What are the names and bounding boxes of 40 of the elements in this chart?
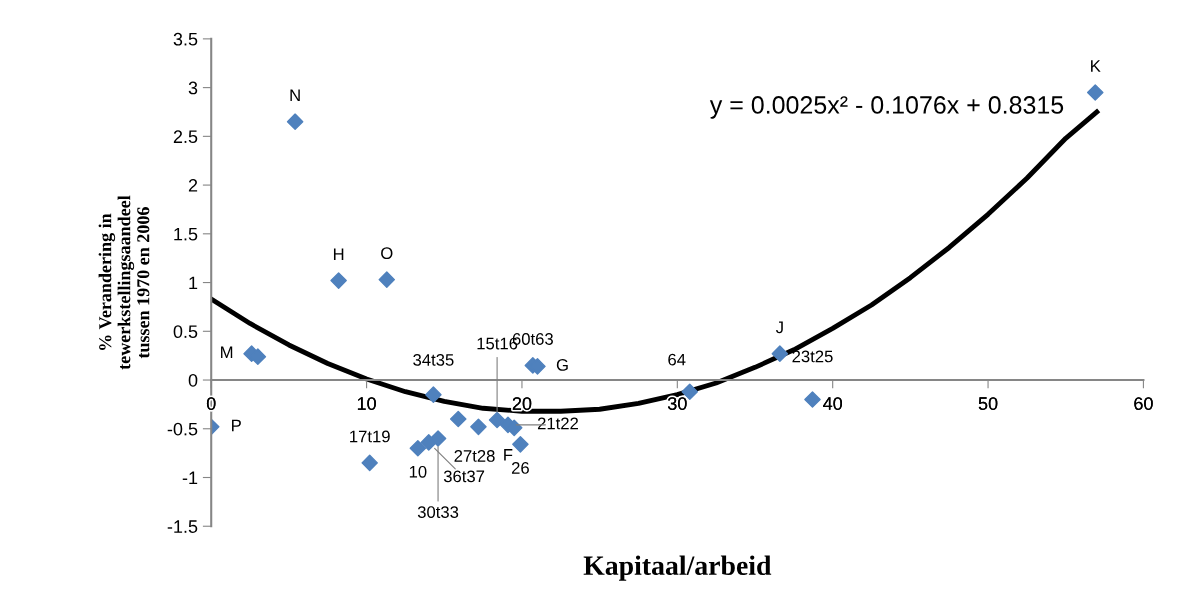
y-tick-label: 1 <box>189 276 198 290</box>
annotation: 23t25 <box>792 350 833 363</box>
annotation: 27t28 <box>454 450 495 462</box>
annotation: 34t35 <box>413 353 454 366</box>
x-tick-label: 30 <box>667 397 687 410</box>
y-tick-label: 1.5 <box>174 227 198 241</box>
annotation: G <box>556 359 568 371</box>
x-tick-label: 60 <box>1134 397 1153 410</box>
y-tick-label: -1 <box>182 471 198 485</box>
annotation: y = 0.0025x² - 0.1076x + 0.8315 <box>709 96 1064 119</box>
annotation: 64 <box>668 353 686 366</box>
annotation: O <box>381 247 393 260</box>
annotation: P <box>232 419 241 432</box>
annotation: 36t37 <box>443 470 485 483</box>
y-tick-label: 0.5 <box>173 325 198 339</box>
x-tick-label: 10 <box>357 397 376 410</box>
y-tick-label: -1.5 <box>167 520 198 533</box>
x-tick-label: 40 <box>823 397 843 410</box>
annotation: K <box>1091 60 1101 72</box>
annotation: 30t33 <box>417 506 459 518</box>
annotation: 17t19 <box>350 430 390 443</box>
annotation: 26 <box>511 462 529 474</box>
annotation: 10 <box>409 465 427 478</box>
y-tick-label: 2 <box>188 179 198 192</box>
x-tick-label: 20 <box>512 397 532 410</box>
y-tick-label: -0.5 <box>167 422 198 436</box>
x-tick-label: 0 <box>206 397 216 410</box>
annotation: H <box>333 248 344 260</box>
annotation: 21t22 <box>537 417 578 430</box>
y-tick-label: 3 <box>188 81 198 95</box>
annotation: N <box>290 89 300 102</box>
y-tick-label: 2.5 <box>173 130 198 144</box>
y-axis-title: % Verandering in tewerkstellingsaandeel tussen 1970 en 2006 <box>98 195 150 370</box>
x-axis-title: Kapitaal/arbeid <box>583 555 772 581</box>
y-tick-label: 3.5 <box>173 32 198 46</box>
annotation: J <box>775 321 783 334</box>
annotation: M <box>221 346 233 359</box>
x-tick-label: 50 <box>978 397 998 410</box>
y-tick-label: 0 <box>188 373 198 387</box>
annotation: F <box>504 449 513 461</box>
